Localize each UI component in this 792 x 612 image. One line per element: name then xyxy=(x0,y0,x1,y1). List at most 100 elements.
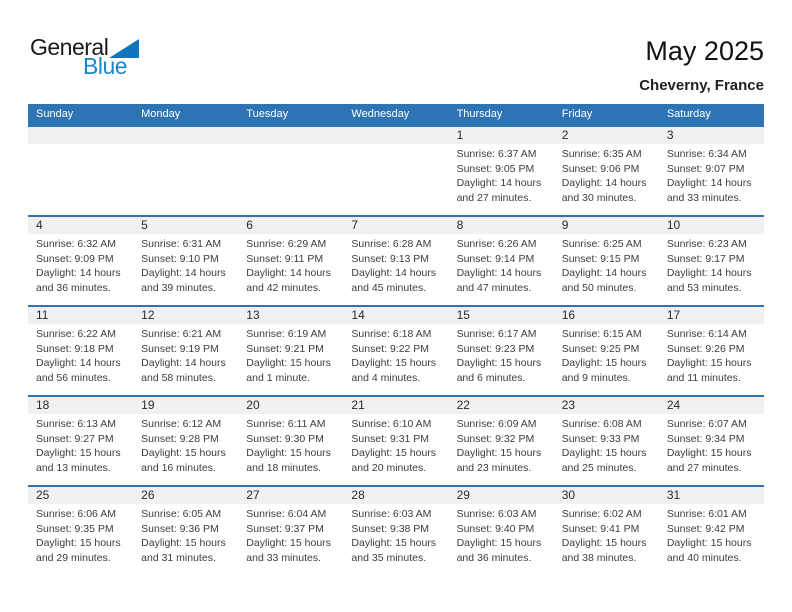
daylight-line-2: and 35 minutes. xyxy=(351,551,427,564)
empty-day-cell xyxy=(28,125,134,216)
day-cell-23: 23 Sunrise: 6:08 AM Sunset: 9:33 PM Dayligh… xyxy=(553,395,659,486)
daylight-line-2: and 50 minutes. xyxy=(561,281,637,294)
day-cell-27: 27 Sunrise: 6:04 AM Sunset: 9:37 PM Dayligh… xyxy=(238,485,344,575)
sunrise-line: Sunrise: 6:12 AM xyxy=(141,418,222,430)
sunset-line: Sunset: 9:33 PM xyxy=(561,432,640,445)
daylight-line-1: Daylight: 15 hours xyxy=(561,357,647,370)
daylight-line-1: Daylight: 14 hours xyxy=(561,267,647,280)
day-cell-9: 9 Sunrise: 6:25 AM Sunset: 9:15 PM Daylight… xyxy=(553,215,659,306)
sunrise-line: Sunrise: 6:21 AM xyxy=(141,328,222,340)
day-cell-6: 6 Sunrise: 6:29 AM Sunset: 9:11 PM Daylight… xyxy=(238,215,344,306)
day-header-tuesday: Tuesday xyxy=(238,104,344,126)
sunset-line: Sunset: 9:14 PM xyxy=(456,252,535,265)
day-number-band: 19 xyxy=(133,397,239,414)
sunset-line: Sunset: 9:35 PM xyxy=(36,522,114,535)
sunset-line: Sunset: 9:19 PM xyxy=(141,342,219,355)
day-number-band: 26 xyxy=(133,487,239,504)
day-details: Sunrise: 6:35 AM Sunset: 9:06 PM Daylight:… xyxy=(554,144,659,205)
day-cell-24: 24 Sunrise: 6:07 AM Sunset: 9:34 PM Dayligh… xyxy=(658,395,764,486)
daylight-line-1: Daylight: 14 hours xyxy=(36,357,121,370)
daylight-line-1: Daylight: 15 hours xyxy=(351,447,437,460)
day-cell-4: 4 Sunrise: 6:32 AM Sunset: 9:09 PM Daylight… xyxy=(28,215,134,306)
day-cell-1: 1 Sunrise: 6:37 AM Sunset: 9:05 PM Daylight… xyxy=(448,125,554,216)
empty-day-cell xyxy=(133,125,239,216)
day-details: Sunrise: 6:13 AM Sunset: 9:27 PM Daylight:… xyxy=(28,414,133,475)
day-number-band: 16 xyxy=(553,307,659,324)
day-cell-18: 18 Sunrise: 6:13 AM Sunset: 9:27 PM Dayligh… xyxy=(28,395,134,486)
day-details: Sunrise: 6:29 AM Sunset: 9:11 PM Daylight:… xyxy=(238,234,343,295)
sunset-line: Sunset: 9:18 PM xyxy=(36,342,114,355)
daylight-line-1: Daylight: 14 hours xyxy=(666,177,752,190)
day-cell-22: 22 Sunrise: 6:09 AM Sunset: 9:32 PM Dayligh… xyxy=(448,395,554,486)
sunset-line: Sunset: 9:34 PM xyxy=(666,432,745,445)
day-details: Sunrise: 6:06 AM Sunset: 9:35 PM Daylight:… xyxy=(28,504,133,565)
sunrise-line: Sunrise: 6:01 AM xyxy=(666,508,747,520)
day-header-wednesday: Wednesday xyxy=(343,104,449,126)
day-cell-11: 11 Sunrise: 6:22 AM Sunset: 9:18 PM Dayligh… xyxy=(28,305,134,396)
daylight-line-1: Daylight: 15 hours xyxy=(456,447,542,460)
day-cell-16: 16 Sunrise: 6:15 AM Sunset: 9:25 PM Dayligh… xyxy=(553,305,659,396)
sunrise-line: Sunrise: 6:06 AM xyxy=(36,508,116,520)
day-header-saturday: Saturday xyxy=(658,104,764,126)
day-cell-13: 13 Sunrise: 6:19 AM Sunset: 9:21 PM Dayligh… xyxy=(238,305,344,396)
daylight-line-1: Daylight: 15 hours xyxy=(141,447,226,460)
daylight-line-1: Daylight: 15 hours xyxy=(246,447,331,460)
daylight-line-2: and 9 minutes. xyxy=(561,371,631,384)
sunrise-line: Sunrise: 6:28 AM xyxy=(351,238,432,250)
week-row-3: 11 Sunrise: 6:22 AM Sunset: 9:18 PM Dayligh… xyxy=(28,305,764,396)
daylight-line-1: Daylight: 15 hours xyxy=(351,357,437,370)
daylight-line-2: and 16 minutes. xyxy=(141,461,216,474)
day-cell-12: 12 Sunrise: 6:21 AM Sunset: 9:19 PM Dayligh… xyxy=(133,305,239,396)
day-number-band: 2 xyxy=(553,127,659,144)
day-details: Sunrise: 6:31 AM Sunset: 9:10 PM Daylight:… xyxy=(133,234,238,295)
daylight-line-2: and 39 minutes. xyxy=(141,281,216,294)
sunrise-line: Sunrise: 6:14 AM xyxy=(666,328,747,340)
day-number-band xyxy=(28,127,134,144)
sunrise-line: Sunrise: 6:04 AM xyxy=(246,508,327,520)
day-cell-31: 31 Sunrise: 6:01 AM Sunset: 9:42 PM Dayligh… xyxy=(658,485,764,575)
daylight-line-1: Daylight: 14 hours xyxy=(456,267,542,280)
day-details: Sunrise: 6:37 AM Sunset: 9:05 PM Daylight:… xyxy=(449,144,554,205)
day-cell-20: 20 Sunrise: 6:11 AM Sunset: 9:30 PM Dayligh… xyxy=(238,395,344,486)
day-details: Sunrise: 6:26 AM Sunset: 9:14 PM Daylight:… xyxy=(449,234,554,295)
daylight-line-1: Daylight: 15 hours xyxy=(456,357,542,370)
day-number-band: 1 xyxy=(448,127,554,144)
day-number-band: 17 xyxy=(658,307,764,324)
day-number-band: 10 xyxy=(658,217,764,234)
day-cell-8: 8 Sunrise: 6:26 AM Sunset: 9:14 PM Daylight… xyxy=(448,215,554,306)
page-title: May 2025 xyxy=(645,36,764,66)
day-details: Sunrise: 6:34 AM Sunset: 9:07 PM Daylight:… xyxy=(659,144,764,205)
day-cell-21: 21 Sunrise: 6:10 AM Sunset: 9:31 PM Dayligh… xyxy=(343,395,449,486)
day-cell-15: 15 Sunrise: 6:17 AM Sunset: 9:23 PM Dayligh… xyxy=(448,305,554,396)
day-details: Sunrise: 6:32 AM Sunset: 9:09 PM Daylight:… xyxy=(28,234,133,295)
sunrise-line: Sunrise: 6:02 AM xyxy=(561,508,642,520)
day-details: Sunrise: 6:03 AM Sunset: 9:40 PM Daylight:… xyxy=(449,504,554,565)
daylight-line-2: and 25 minutes. xyxy=(561,461,637,474)
daylight-line-1: Daylight: 15 hours xyxy=(141,537,226,550)
day-details: Sunrise: 6:28 AM Sunset: 9:13 PM Daylight:… xyxy=(343,234,448,295)
sunrise-line: Sunrise: 6:34 AM xyxy=(666,148,747,160)
sunrise-line: Sunrise: 6:07 AM xyxy=(666,418,747,430)
day-number-band: 11 xyxy=(28,307,134,324)
sunset-line: Sunset: 9:07 PM xyxy=(666,162,745,175)
day-number-band: 31 xyxy=(658,487,764,504)
title-block: May 2025 Cheverny, France xyxy=(639,36,764,94)
daylight-line-1: Daylight: 14 hours xyxy=(351,267,437,280)
logo-text-general: General xyxy=(30,36,140,59)
day-details: Sunrise: 6:23 AM Sunset: 9:17 PM Daylight:… xyxy=(659,234,764,295)
sunrise-line: Sunrise: 6:26 AM xyxy=(456,238,537,250)
sunrise-line: Sunrise: 6:31 AM xyxy=(141,238,222,250)
day-details: Sunrise: 6:14 AM Sunset: 9:26 PM Daylight:… xyxy=(659,324,764,385)
daylight-line-1: Daylight: 15 hours xyxy=(561,537,647,550)
day-number-band: 8 xyxy=(448,217,554,234)
day-cell-7: 7 Sunrise: 6:28 AM Sunset: 9:13 PM Daylight… xyxy=(343,215,449,306)
sunrise-line: Sunrise: 6:19 AM xyxy=(246,328,327,340)
day-cell-10: 10 Sunrise: 6:23 AM Sunset: 9:17 PM Dayligh… xyxy=(658,215,764,306)
sunset-line: Sunset: 9:25 PM xyxy=(561,342,640,355)
sunset-line: Sunset: 9:42 PM xyxy=(666,522,745,535)
day-number-band: 22 xyxy=(448,397,554,414)
day-number-band: 23 xyxy=(553,397,659,414)
day-number-band: 5 xyxy=(133,217,239,234)
daylight-line-1: Daylight: 15 hours xyxy=(246,357,331,370)
